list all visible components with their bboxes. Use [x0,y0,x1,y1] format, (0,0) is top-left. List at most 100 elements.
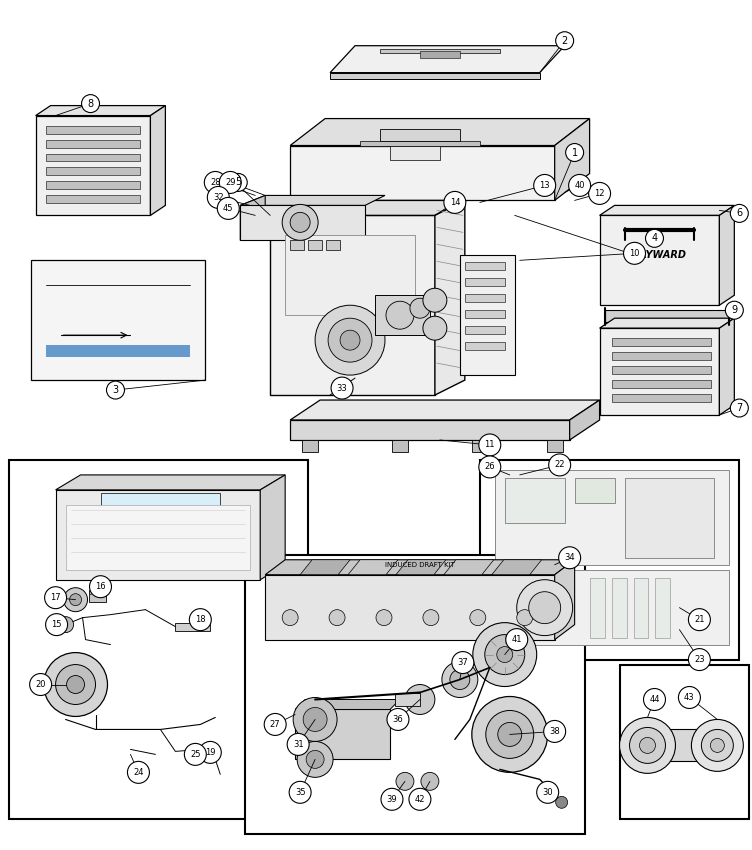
Text: 37: 37 [457,658,468,667]
Bar [472,440,488,452]
Bar [638,729,732,762]
Bar [46,181,141,190]
Text: 18: 18 [195,615,205,624]
Circle shape [396,773,414,790]
Circle shape [205,172,226,194]
Polygon shape [56,490,260,580]
Polygon shape [240,196,385,206]
Text: 21: 21 [694,615,705,624]
Circle shape [452,652,474,673]
Bar [46,126,141,133]
Polygon shape [599,215,720,305]
Circle shape [620,717,675,774]
Bar [31,260,205,380]
Text: 7: 7 [736,403,742,413]
Bar [611,352,711,360]
Circle shape [423,288,447,312]
Text: 23: 23 [694,655,705,664]
Text: INDUCED DRAFT KIT: INDUCED DRAFT KIT [385,562,455,568]
Circle shape [629,728,666,763]
Circle shape [297,741,333,778]
Bar [46,154,141,162]
Text: 16: 16 [96,582,106,592]
Circle shape [107,381,125,399]
Circle shape [331,377,353,399]
Circle shape [691,719,743,771]
Polygon shape [390,145,440,161]
Bar [395,693,420,706]
Text: 13: 13 [539,181,550,190]
Circle shape [306,751,324,768]
Circle shape [442,661,478,698]
Circle shape [64,587,87,612]
Circle shape [566,144,584,162]
Circle shape [287,734,309,756]
Circle shape [44,653,108,717]
Text: 29: 29 [225,178,235,187]
Bar [46,196,141,203]
Circle shape [46,614,68,636]
Circle shape [184,744,206,765]
Bar [575,478,614,503]
Text: 9: 9 [731,305,738,315]
Circle shape [473,623,537,687]
Bar [625,478,714,558]
Circle shape [678,687,700,709]
Polygon shape [270,215,435,395]
Bar [375,295,430,335]
Circle shape [44,586,67,609]
Text: 33: 33 [337,383,347,393]
Polygon shape [290,145,555,201]
Text: 10: 10 [629,249,640,258]
Circle shape [381,788,403,810]
Circle shape [376,609,392,626]
Circle shape [529,592,561,624]
Circle shape [29,673,52,695]
Circle shape [688,649,711,671]
Polygon shape [599,206,735,215]
Text: 22: 22 [554,461,565,469]
Bar [611,394,711,402]
Circle shape [220,172,241,194]
Text: 44: 44 [649,695,660,704]
Circle shape [645,230,663,247]
Circle shape [405,684,435,715]
Bar [308,241,322,250]
Bar [65,505,250,570]
Bar [611,578,626,638]
Circle shape [726,301,743,320]
Bar [480,460,739,660]
Circle shape [730,399,748,417]
Polygon shape [265,560,575,575]
Text: 11: 11 [484,440,495,450]
Circle shape [229,173,247,191]
Circle shape [556,796,568,808]
Circle shape [730,204,748,223]
Circle shape [423,609,439,626]
Circle shape [688,609,711,631]
Circle shape [423,316,447,340]
Circle shape [70,593,81,606]
Circle shape [89,575,111,598]
Text: 26: 26 [484,462,495,472]
Text: 35: 35 [295,788,305,796]
Circle shape [386,301,414,329]
Text: 4: 4 [651,234,657,243]
Circle shape [485,635,525,675]
Text: 43: 43 [684,693,695,702]
Text: 31: 31 [293,740,304,749]
Polygon shape [380,48,500,53]
Text: 39: 39 [387,795,397,804]
Bar [302,440,318,452]
Circle shape [569,174,590,196]
Polygon shape [290,400,599,420]
Text: HAYWARD: HAYWARD [632,250,687,260]
Polygon shape [330,72,540,79]
Text: 30: 30 [542,788,553,796]
Polygon shape [300,560,350,575]
Bar [459,255,514,375]
Text: 2: 2 [562,36,568,46]
Circle shape [421,773,439,790]
Bar [620,665,749,819]
Text: 36: 36 [393,715,403,724]
